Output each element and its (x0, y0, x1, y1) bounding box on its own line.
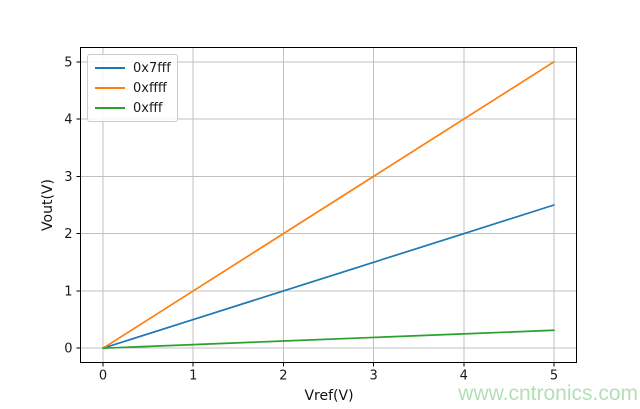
y-tick-label: 0 (64, 342, 72, 357)
legend-label: 0xfff (133, 100, 163, 116)
legend-label: 0x7fff (133, 60, 171, 76)
y-tick-label: 5 (64, 55, 72, 70)
legend-line-sample (95, 67, 125, 69)
x-tick-label: 5 (550, 369, 558, 384)
legend-item: 0xffff (95, 78, 171, 98)
x-tick-label: 3 (369, 369, 377, 384)
y-tick-label: 3 (64, 170, 72, 185)
legend-item: 0xfff (95, 98, 171, 118)
x-axis-label: Vref(V) (304, 388, 354, 404)
x-tick-label: 1 (189, 369, 197, 384)
x-tick-label: 4 (460, 369, 468, 384)
legend-item: 0x7fff (95, 58, 171, 78)
y-tick-label: 4 (64, 113, 72, 128)
x-tick-label: 2 (279, 369, 287, 384)
legend: 0x7fff 0xffff 0xfff (87, 54, 178, 122)
legend-label: 0xffff (133, 80, 167, 96)
y-tick-label: 1 (64, 284, 72, 299)
watermark: www.cntronics.com (458, 382, 638, 405)
series-line-0xffff (102, 60, 555, 350)
y-axis-label: Vout(V) (40, 179, 56, 231)
y-tick-label: 2 (64, 227, 72, 242)
legend-line-sample (95, 107, 125, 109)
legend-line-sample (95, 87, 125, 89)
series-line-0x7fff (102, 204, 555, 350)
x-tick-label: 0 (99, 369, 107, 384)
series-line-0xfff (102, 329, 555, 350)
plot-border (80, 47, 577, 363)
